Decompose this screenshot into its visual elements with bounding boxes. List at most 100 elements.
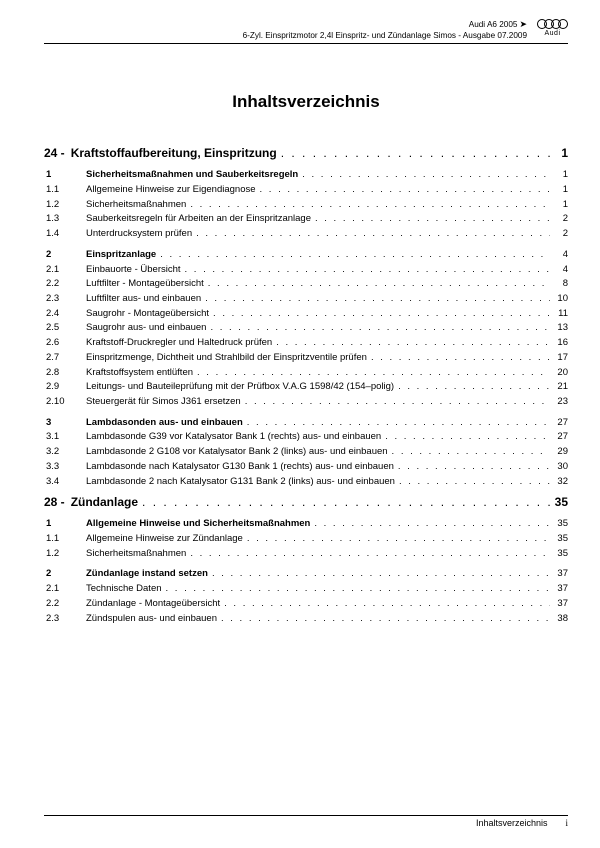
leader-dots: . . . . . . . . . . . . . . . . . . . . … [193, 366, 550, 381]
entry-row: 3.2Lambdasonde 2 G108 vor Katalysator Ba… [44, 445, 568, 460]
entry-number: 1.2 [44, 547, 86, 562]
section-row: 3Lambdasonden aus- und einbauen. . . . .… [44, 416, 568, 431]
page-footer: Inhaltsverzeichnis i [44, 815, 568, 828]
leader-dots: . . . . . . . . . . . . . . . . . . . . … [256, 183, 550, 198]
entry-title: Zündanlage - Montageübersicht [86, 597, 220, 612]
entry-row: 2.1Technische Daten. . . . . . . . . . .… [44, 582, 568, 597]
header-text: Audi A6 2005➤ 6-Zyl. Einspritzmotor 2,4l… [243, 18, 537, 41]
entry-page: 1 [550, 198, 568, 213]
entry-title: Lambdasonde G39 vor Katalysator Bank 1 (… [86, 430, 381, 445]
entry-row: 2.9Leitungs- und Bauteileprüfung mit der… [44, 380, 568, 395]
entry-number: 2.7 [44, 351, 86, 366]
entry-number: 2.5 [44, 321, 86, 336]
entry-row: 3.1Lambdasonde G39 vor Katalysator Bank … [44, 430, 568, 445]
entry-row: 2.3Luftfilter aus- und einbauen. . . . .… [44, 292, 568, 307]
page-header: Audi A6 2005➤ 6-Zyl. Einspritzmotor 2,4l… [44, 18, 568, 44]
entry-number: 1.4 [44, 227, 86, 242]
entry-row: 3.4Lambdasonde 2 nach Katalysator G131 B… [44, 475, 568, 490]
entry-number: 2.4 [44, 307, 86, 322]
entry-row: 2.8Kraftstoffsystem entlüften. . . . . .… [44, 366, 568, 381]
entry-page: 21 [550, 380, 568, 395]
chapter-page: 1 [550, 146, 568, 160]
entry-page: 32 [550, 475, 568, 490]
entry-row: 1.4Unterdrucksystem prüfen. . . . . . . … [44, 227, 568, 242]
leader-dots: . . . . . . . . . . . . . . . . . . . . … [162, 582, 550, 597]
entry-row: 2.5Saugrohr aus- und einbauen. . . . . .… [44, 321, 568, 336]
leader-dots: . . . . . . . . . . . . . . . . . . . . … [243, 416, 550, 431]
leader-dots: . . . . . . . . . . . . . . . . . . . . … [220, 597, 550, 612]
entry-page: 35 [550, 547, 568, 562]
entry-title: Sauberkeitsregeln für Arbeiten an der Ei… [86, 212, 311, 227]
header-line1: Audi A6 2005➤ [243, 18, 527, 30]
entry-page: 30 [550, 460, 568, 475]
entry-title: Allgemeine Hinweise zur Eigendiagnose [86, 183, 256, 198]
chapter-title: Kraftstoffaufbereitung, Einspritzung [71, 146, 277, 160]
entry-page: 20 [550, 366, 568, 381]
leader-dots: . . . . . . . . . . . . . . . . . . . . … [186, 547, 550, 562]
entry-title: Zündanlage instand setzen [86, 567, 208, 582]
entry-page: 27 [550, 416, 568, 431]
entry-number: 2 [44, 248, 86, 263]
entry-title: Sicherheitsmaßnahmen [86, 547, 186, 562]
entry-page: 37 [550, 567, 568, 582]
footer-text: Inhaltsverzeichnis [476, 818, 548, 828]
entry-page: 1 [550, 183, 568, 198]
leader-dots: . . . . . . . . . . . . . . . . . . . . … [241, 395, 550, 410]
leader-dots: . . . . . . . . . . . . . . . . . . . . … [394, 460, 550, 475]
entry-page: 4 [550, 248, 568, 263]
entry-number: 2.3 [44, 612, 86, 627]
entry-page: 27 [550, 430, 568, 445]
leader-dots: . . . . . . . . . . . . . . . . . . . . … [388, 445, 550, 460]
leader-dots: . . . . . . . . . . . . . . . . . . . . … [204, 277, 550, 292]
leader-dots: . . . . . . . . . . . . . . . . . . . . … [243, 532, 550, 547]
entry-number: 1 [44, 168, 86, 183]
arrow-icon: ➤ [519, 19, 527, 29]
entry-title: Saugrohr aus- und einbauen [86, 321, 206, 336]
entry-title: Einbauorte - Übersicht [86, 263, 181, 278]
entry-row: 2.2Zündanlage - Montageübersicht. . . . … [44, 597, 568, 612]
section-row: 2Einspritzanlage. . . . . . . . . . . . … [44, 248, 568, 263]
entry-number: 1 [44, 517, 86, 532]
section-row: 1Allgemeine Hinweise und Sicherheitsmaßn… [44, 517, 568, 532]
entry-row: 3.3Lambdasonde nach Katalysator G130 Ban… [44, 460, 568, 475]
leader-dots: . . . . . . . . . . . . . . . . . . . . … [192, 227, 550, 242]
entry-page: 8 [550, 277, 568, 292]
entry-page: 37 [550, 582, 568, 597]
entry-row: 2.4Saugrohr - Montageübersicht. . . . . … [44, 307, 568, 322]
entry-page: 2 [550, 212, 568, 227]
entry-page: 1 [550, 168, 568, 183]
brand-logo: Audi [537, 18, 568, 37]
entry-page: 2 [550, 227, 568, 242]
header-model: Audi A6 2005 [469, 20, 518, 29]
entry-number: 3.3 [44, 460, 86, 475]
entry-row: 2.10Steuergerät für Simos J361 ersetzen.… [44, 395, 568, 410]
entry-page: 35 [550, 532, 568, 547]
page-title: Inhaltsverzeichnis [44, 92, 568, 112]
entry-title: Lambdasonden aus- und einbauen [86, 416, 243, 431]
entry-page: 13 [550, 321, 568, 336]
leader-dots: . . . . . . . . . . . . . . . . . . . . … [186, 198, 550, 213]
entry-row: 1.1Allgemeine Hinweise zur Zündanlage. .… [44, 532, 568, 547]
entry-title: Luftfilter aus- und einbauen [86, 292, 201, 307]
entry-title: Steuergerät für Simos J361 ersetzen [86, 395, 241, 410]
chapter-page: 35 [550, 495, 568, 509]
section-row: 2Zündanlage instand setzen. . . . . . . … [44, 567, 568, 582]
entry-title: Saugrohr - Montageübersicht [86, 307, 209, 322]
entry-number: 1.3 [44, 212, 86, 227]
entry-number: 1.1 [44, 532, 86, 547]
entry-title: Lambdasonde 2 nach Katalysator G131 Bank… [86, 475, 395, 490]
chapter-number: 28 - [44, 495, 65, 509]
leader-dots: . . . . . . . . . . . . . . . . . . . . … [181, 263, 550, 278]
entry-title: Leitungs- und Bauteileprüfung mit der Pr… [86, 380, 394, 395]
leader-dots: . . . . . . . . . . . . . . . . . . . . … [298, 168, 550, 183]
leader-dots: . . . . . . . . . . . . . . . . . . . . … [208, 567, 550, 582]
entry-page: 10 [550, 292, 568, 307]
entry-number: 3.1 [44, 430, 86, 445]
leader-dots: . . . . . . . . . . . . . . . . . . . . … [395, 475, 550, 490]
entry-title: Kraftstoff-Druckregler und Haltedruck pr… [86, 336, 272, 351]
leader-dots: . . . . . . . . . . . . . . . . . . . . … [201, 292, 550, 307]
entry-page: 11 [550, 307, 568, 322]
entry-row: 1.3Sauberkeitsregeln für Arbeiten an der… [44, 212, 568, 227]
brand-logo-text: Audi [544, 30, 560, 37]
entry-number: 2.10 [44, 395, 86, 410]
